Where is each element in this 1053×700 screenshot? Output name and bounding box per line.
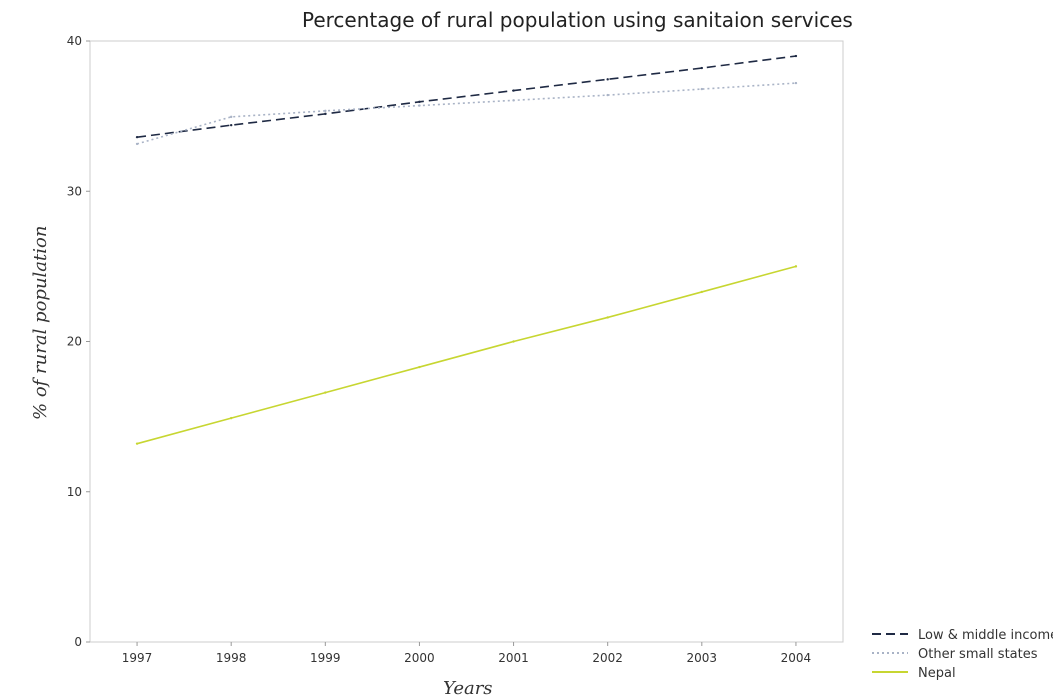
- data-point: [606, 93, 609, 97]
- data-point: [324, 391, 327, 394]
- series-low-middle-income: [135, 54, 798, 139]
- data-point: [700, 66, 704, 70]
- series-line: [136, 265, 797, 445]
- data-point: [418, 100, 421, 104]
- data-point: [606, 316, 609, 319]
- data-point: [794, 265, 798, 268]
- legend-label: Low & middle income: [918, 628, 1053, 643]
- y-tick-label: 40: [67, 34, 82, 48]
- data-point: [324, 112, 327, 116]
- x-tick-label: 1998: [216, 651, 247, 665]
- data-point: [135, 142, 139, 146]
- data-point: [700, 87, 704, 91]
- data-point: [606, 78, 609, 81]
- data-point: [512, 89, 515, 92]
- y-tick-label: 30: [67, 184, 82, 198]
- data-point: [135, 135, 139, 139]
- x-tick-label: 2004: [781, 651, 812, 665]
- y-tick-label: 20: [67, 335, 82, 349]
- data-point: [512, 99, 515, 102]
- x-tick-label: 2003: [687, 651, 718, 665]
- chart-title: Percentage of rural population using san…: [302, 8, 853, 32]
- data-point: [324, 109, 327, 113]
- y-tick-label: 10: [67, 485, 82, 499]
- data-point: [229, 115, 233, 119]
- data-point: [794, 81, 798, 85]
- x-tick-label: 2001: [498, 651, 529, 665]
- data-point: [229, 123, 233, 127]
- x-tick-label: 2002: [592, 651, 623, 665]
- data-point: [700, 290, 704, 294]
- series-layer: [135, 54, 798, 445]
- legend: Low & middle income Other small states Nep…: [872, 628, 1053, 681]
- x-tick-label: 2000: [404, 651, 435, 665]
- plot-area: [89, 40, 844, 643]
- data-point: [229, 416, 233, 420]
- legend-label: Other small states: [918, 647, 1038, 662]
- y-tick-label: 0: [74, 635, 82, 649]
- series-other-small-states: [135, 81, 798, 146]
- series-line: [136, 55, 797, 138]
- x-tick-label: 1999: [310, 651, 341, 665]
- x-tick-label: 1997: [122, 651, 153, 665]
- y-axis: 0 10 20 30 40: [67, 34, 90, 649]
- x-axis: 1997 1998 1999 2000 2001 2002 2003 2004: [122, 642, 811, 665]
- data-point: [512, 340, 515, 343]
- data-point: [135, 442, 139, 445]
- x-axis-label: Years: [443, 678, 493, 699]
- data-point: [418, 365, 421, 369]
- data-point: [418, 104, 421, 107]
- data-point: [794, 54, 798, 58]
- y-axis-label: % of rural population: [30, 226, 51, 420]
- legend-label: Nepal: [918, 666, 956, 681]
- series-nepal: [135, 265, 798, 445]
